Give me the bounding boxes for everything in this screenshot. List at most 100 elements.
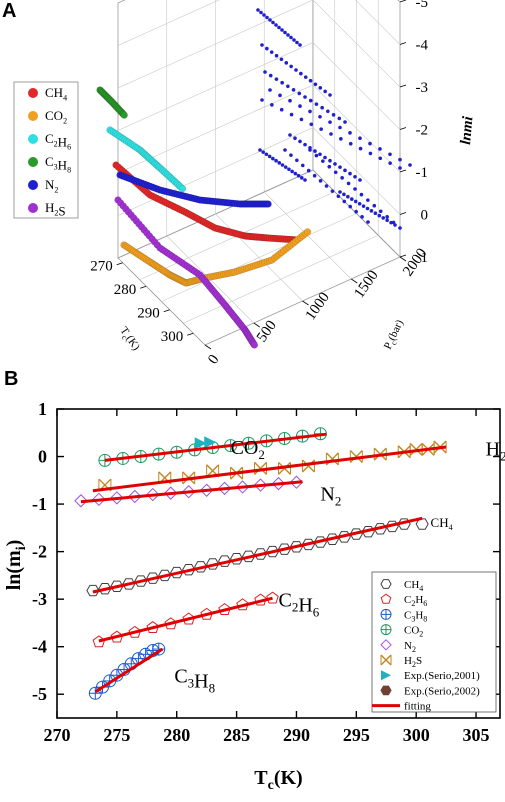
point-h2s (250, 341, 258, 349)
legend-marker-a (28, 88, 38, 98)
y-tick-label: -2 (32, 542, 47, 562)
projection-point (358, 146, 363, 151)
projection-point (368, 141, 372, 146)
annotation-c3h8: C3H8 (174, 665, 215, 695)
z-tick (399, 84, 407, 88)
y-tick-label: 1 (38, 399, 47, 419)
projection-point (328, 93, 332, 97)
projection-point (298, 139, 302, 144)
point-c3h8 (152, 642, 166, 656)
projection-point (360, 215, 364, 219)
legend-box-b (371, 571, 497, 713)
point-ch4 (415, 518, 429, 530)
projection-point (338, 125, 342, 130)
projection-point (280, 163, 285, 167)
point-h2s (254, 461, 268, 475)
projection-point (268, 18, 272, 22)
legend-label-b: fitting (404, 701, 431, 713)
projection-point (333, 170, 338, 175)
projection-point (318, 179, 323, 183)
projection-point (358, 136, 362, 141)
projection-point (378, 209, 383, 214)
projection-point (366, 198, 370, 202)
y-tick (399, 256, 407, 262)
z-tick-label: -5 (416, 0, 429, 11)
point-n2 (217, 481, 232, 496)
panel-label-a: A (2, 0, 17, 22)
projection-point (348, 171, 352, 176)
point-ch4 (182, 563, 196, 576)
point-ch4 (146, 572, 160, 584)
projection-point (294, 68, 298, 72)
legend-box-a (13, 81, 79, 219)
projection-point (290, 169, 294, 174)
legend-label-b: C2H6 (404, 594, 427, 608)
projection-point (308, 98, 313, 103)
point-n2 (199, 483, 214, 497)
z-tick (399, 42, 407, 45)
projection-point (308, 78, 313, 83)
projection-point (300, 163, 305, 168)
projection-point (326, 109, 330, 114)
projection-point (323, 89, 327, 94)
projection-point (263, 70, 267, 74)
projection-point (381, 216, 386, 220)
z-tick-label: -3 (416, 80, 429, 96)
projection-point (306, 168, 311, 173)
projection-point (265, 15, 269, 20)
point-n2 (92, 492, 106, 507)
z-tick (399, 212, 407, 215)
projection-point (361, 204, 366, 208)
projection-point (262, 13, 266, 17)
point-n2 (235, 480, 250, 494)
projection-point (368, 151, 373, 156)
chart-a-group: 270280290300Tc(K)0500100015002000Pc(bar)… (13, 0, 477, 367)
wall-grid-line (117, 0, 401, 46)
point-c2h6 (266, 591, 279, 604)
projection-point (372, 203, 377, 208)
x-tick-label: 280 (163, 725, 190, 745)
projection-point (286, 84, 290, 89)
y-tick (253, 322, 260, 328)
projection-point (292, 38, 296, 42)
projection-point (373, 211, 378, 216)
legend-label-b: N2 (404, 640, 416, 654)
projection-point (288, 133, 292, 137)
projection-point (388, 161, 392, 165)
projection-point (365, 206, 370, 211)
point-exp-serio-2001- (204, 436, 217, 449)
projection-point (299, 117, 304, 122)
projection-point (318, 114, 322, 119)
z-tick-label: 0 (421, 208, 429, 224)
fit-line-n2 (80, 480, 303, 504)
projection-point (353, 187, 357, 191)
projection-point (378, 156, 383, 161)
annotation-h2s: H2S (486, 439, 505, 466)
projection-point (349, 197, 354, 201)
projection-point (265, 46, 269, 51)
z-tick-label: -2 (416, 123, 429, 139)
projection-point (279, 107, 284, 112)
point-ch4 (230, 553, 244, 565)
projection-point (268, 73, 273, 78)
projection-point (296, 173, 301, 178)
projection-point (342, 192, 346, 197)
projection-point (271, 20, 275, 25)
y-tick-label: -1 (32, 494, 47, 514)
projection-point (277, 161, 282, 165)
x-tick-label: 305 (463, 725, 490, 745)
projection-point (270, 103, 274, 107)
projection-point (348, 204, 353, 209)
projection-point (289, 153, 293, 157)
projection-point (298, 43, 302, 47)
legend-label-b: CO2 (404, 625, 423, 639)
projection-point (308, 109, 312, 114)
x-tick-label: 300 (161, 329, 184, 345)
projection-point (309, 122, 314, 127)
projection-point (260, 43, 264, 47)
fit-line-ch4 (92, 516, 423, 594)
legend-marker-a (28, 111, 38, 121)
point-n2 (289, 475, 304, 489)
projection-point (284, 61, 289, 65)
projection-point (321, 159, 325, 163)
